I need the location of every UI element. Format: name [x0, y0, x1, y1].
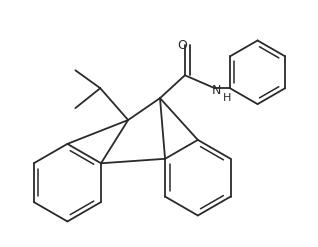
Text: O: O [177, 39, 187, 52]
Text: H: H [223, 93, 231, 103]
Text: N: N [212, 84, 221, 97]
